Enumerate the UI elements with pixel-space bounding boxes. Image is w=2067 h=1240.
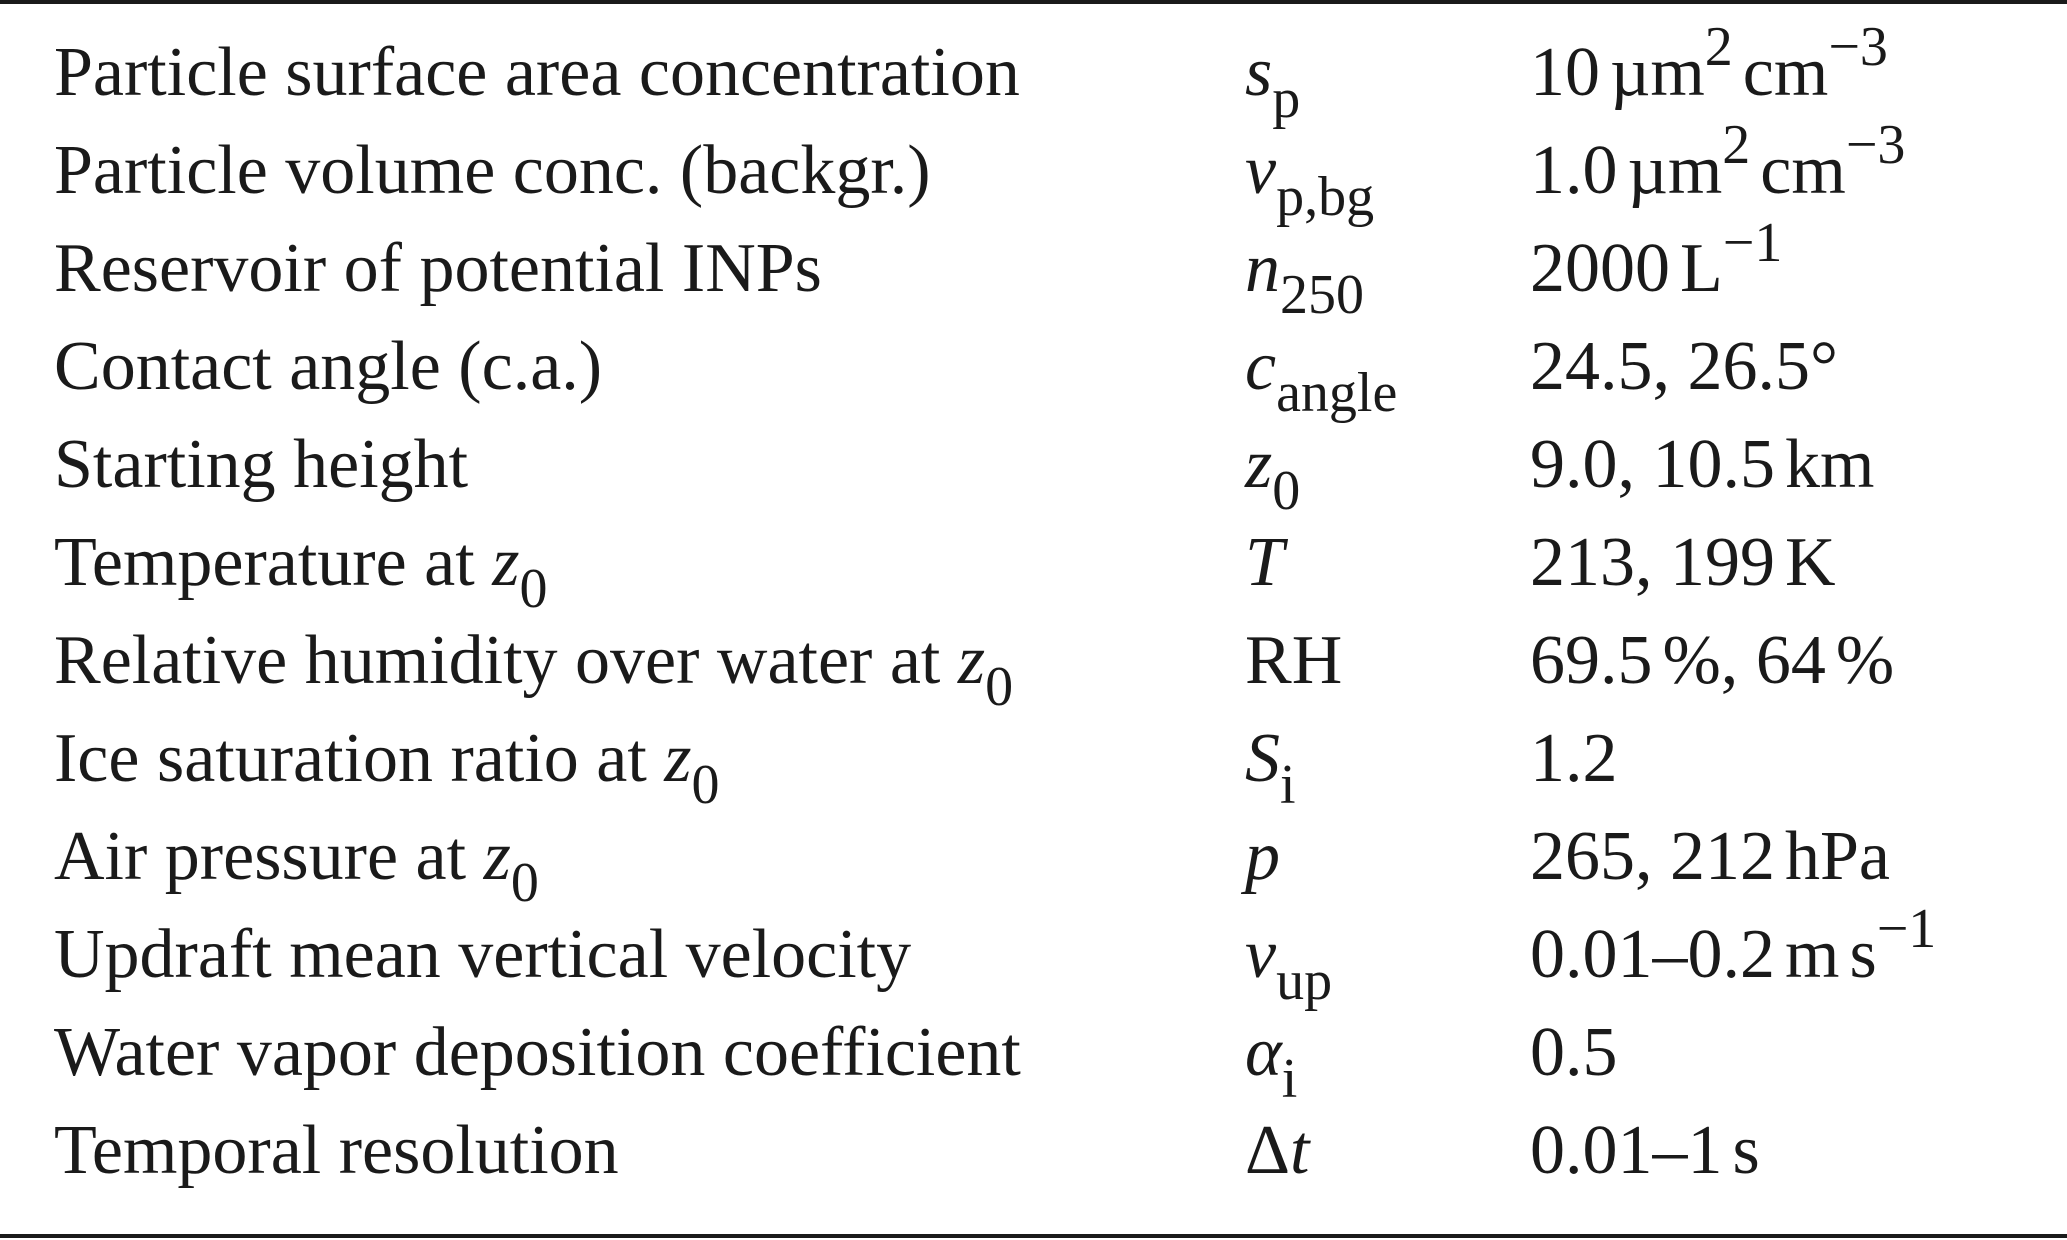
parameter-value: 0.5 [1530, 1014, 1618, 1091]
table-row: Contact angle (c.a.) cangle 24.5, 26.5° [0, 332, 2067, 430]
table-row: Temperature at z0 T 213, 199 K [0, 528, 2067, 626]
table-row: Ice saturation ratio at z0 Si 1.2 [0, 724, 2067, 822]
parameter-value: 24.5, 26.5° [1530, 328, 1838, 405]
parameter-symbol: p [1245, 818, 1280, 895]
table-row: Reservoir of potential INPs n250 2000 L−1 [0, 212, 2067, 332]
parameter-name: Temperature at z0 [54, 524, 548, 620]
parameter-value: 1.2 [1530, 720, 1618, 797]
table-top-rule [0, 0, 2067, 4]
parameter-value: 213, 199 K [1530, 524, 1836, 601]
table-row: Particle volume conc. (backgr.) vp,bg 1.… [0, 114, 2067, 234]
parameter-symbol: RH [1245, 622, 1343, 699]
table-row: Air pressure at z0 p 265, 212 hPa [0, 822, 2067, 920]
parameter-name: Ice saturation ratio at z0 [54, 720, 720, 816]
parameter-name: Air pressure at z0 [54, 818, 539, 914]
table-row: Updraft mean vertical velocity vup 0.01–… [0, 898, 2067, 1018]
parameter-symbol: vup [1245, 916, 1333, 1012]
parameter-symbol: Si [1245, 720, 1296, 816]
parameter-value: 265, 212 hPa [1530, 818, 1890, 895]
parameter-symbol: sp [1245, 34, 1301, 130]
parameter-symbol: T [1245, 524, 1284, 601]
table-row: Temporal resolution Δt 0.01–1 s [0, 1116, 2067, 1214]
parameter-symbol: cangle [1245, 328, 1398, 424]
table-row: Starting height z0 9.0, 10.5 km [0, 430, 2067, 528]
parameter-symbol: vp,bg [1245, 132, 1375, 228]
table-row: Relative humidity over water at z0 RH 69… [0, 626, 2067, 724]
parameter-symbol: n250 [1245, 230, 1364, 326]
table-row: Water vapor deposition coefficient αi 0.… [0, 1018, 2067, 1116]
parameter-symbol: z0 [1245, 426, 1301, 522]
parameter-name: Particle surface area concentration [54, 34, 1020, 111]
table-row: Particle surface area concentration sp 1… [0, 16, 2067, 136]
parameter-name: Reservoir of potential INPs [54, 230, 822, 307]
parameter-value: 10 µm2 cm−3 [1530, 16, 1888, 111]
parameter-value: 1.0 µm2 cm−3 [1530, 114, 1906, 209]
parameter-name: Relative humidity over water at z0 [54, 622, 1014, 718]
table-bottom-rule [0, 1234, 2067, 1238]
parameter-value: 9.0, 10.5 km [1530, 426, 1875, 503]
parameter-name: Starting height [54, 426, 469, 503]
parameter-name: Contact angle (c.a.) [54, 328, 603, 405]
parameter-symbol: Δt [1245, 1112, 1310, 1189]
parameter-symbol: αi [1245, 1014, 1298, 1110]
parameter-value: 2000 L−1 [1530, 212, 1783, 307]
parameter-name: Water vapor deposition coefficient [54, 1014, 1021, 1091]
parameter-name: Particle volume conc. (backgr.) [54, 132, 931, 209]
parameter-value: 0.01–1 s [1530, 1112, 1760, 1189]
parameter-value: 0.01–0.2 m s−1 [1530, 898, 1937, 993]
parameter-name: Temporal resolution [54, 1112, 619, 1189]
parameter-name: Updraft mean vertical velocity [54, 916, 912, 993]
parameter-value: 69.5%, 64% [1530, 622, 1895, 699]
